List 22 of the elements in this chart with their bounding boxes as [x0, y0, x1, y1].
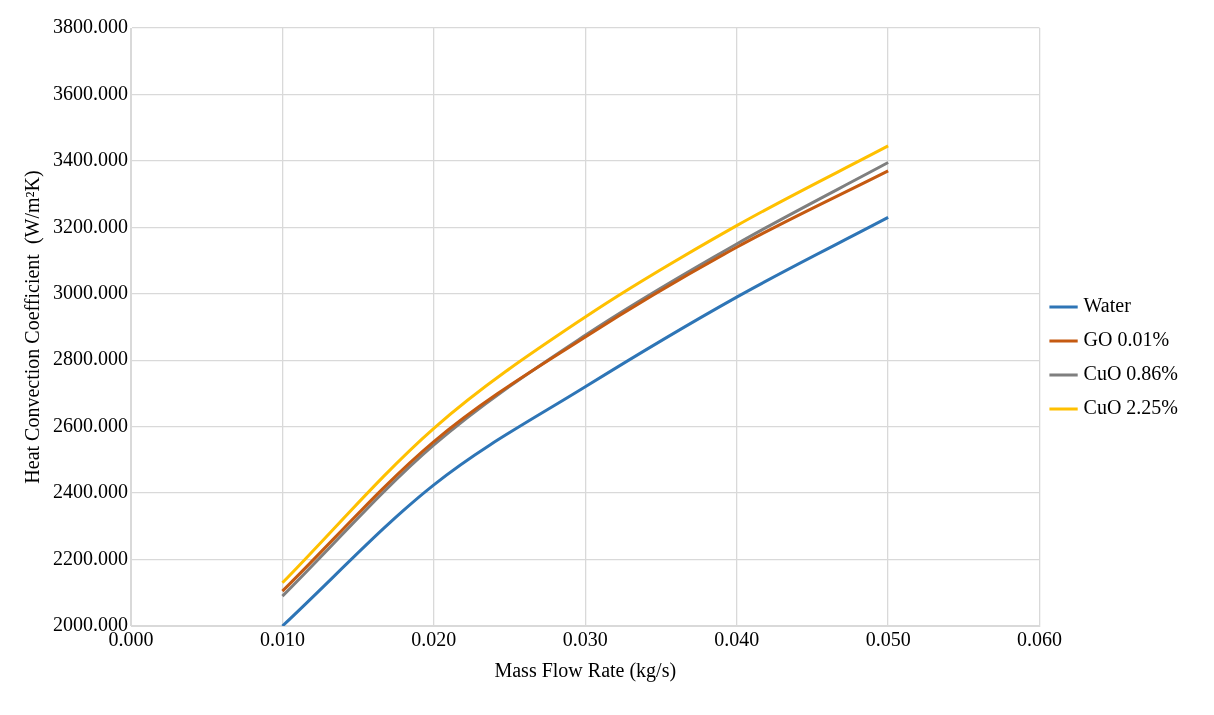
legend-label: CuO 2.25%	[1083, 396, 1179, 419]
y-tick-label: 3400.000	[53, 148, 128, 171]
y-tick-label: 3600.000	[53, 81, 128, 104]
y-tick-label: 3000.000	[53, 281, 128, 304]
y-tick-label: 2800.000	[53, 347, 128, 370]
y-tick-label: 3200.000	[53, 214, 128, 237]
x-tick-label: 0.060	[1017, 628, 1063, 651]
y-axis-title: Heat Convection Coefficient (W/m²K)	[21, 170, 45, 484]
y-tick-label: 2600.000	[53, 413, 128, 436]
x-tick-label: 0.050	[865, 628, 911, 651]
x-tick-label: 0.010	[259, 628, 305, 651]
x-tick-label: 0.020	[411, 628, 457, 651]
y-tick-label: 2400.000	[53, 480, 128, 503]
line-series	[280, 215, 890, 626]
legend-label: GO 0.01%	[1083, 328, 1170, 351]
x-tick-label: 0.040	[714, 628, 760, 651]
legend-label: CuO 0.86%	[1083, 362, 1179, 385]
y-tick-label: 3800.000	[53, 15, 128, 38]
x-axis-title: Mass Flow Rate (kg/s)	[494, 659, 677, 683]
x-tick-label: 0.030	[562, 628, 608, 651]
y-tick-label: 2200.000	[53, 546, 128, 569]
legend-label: Water	[1083, 294, 1132, 317]
